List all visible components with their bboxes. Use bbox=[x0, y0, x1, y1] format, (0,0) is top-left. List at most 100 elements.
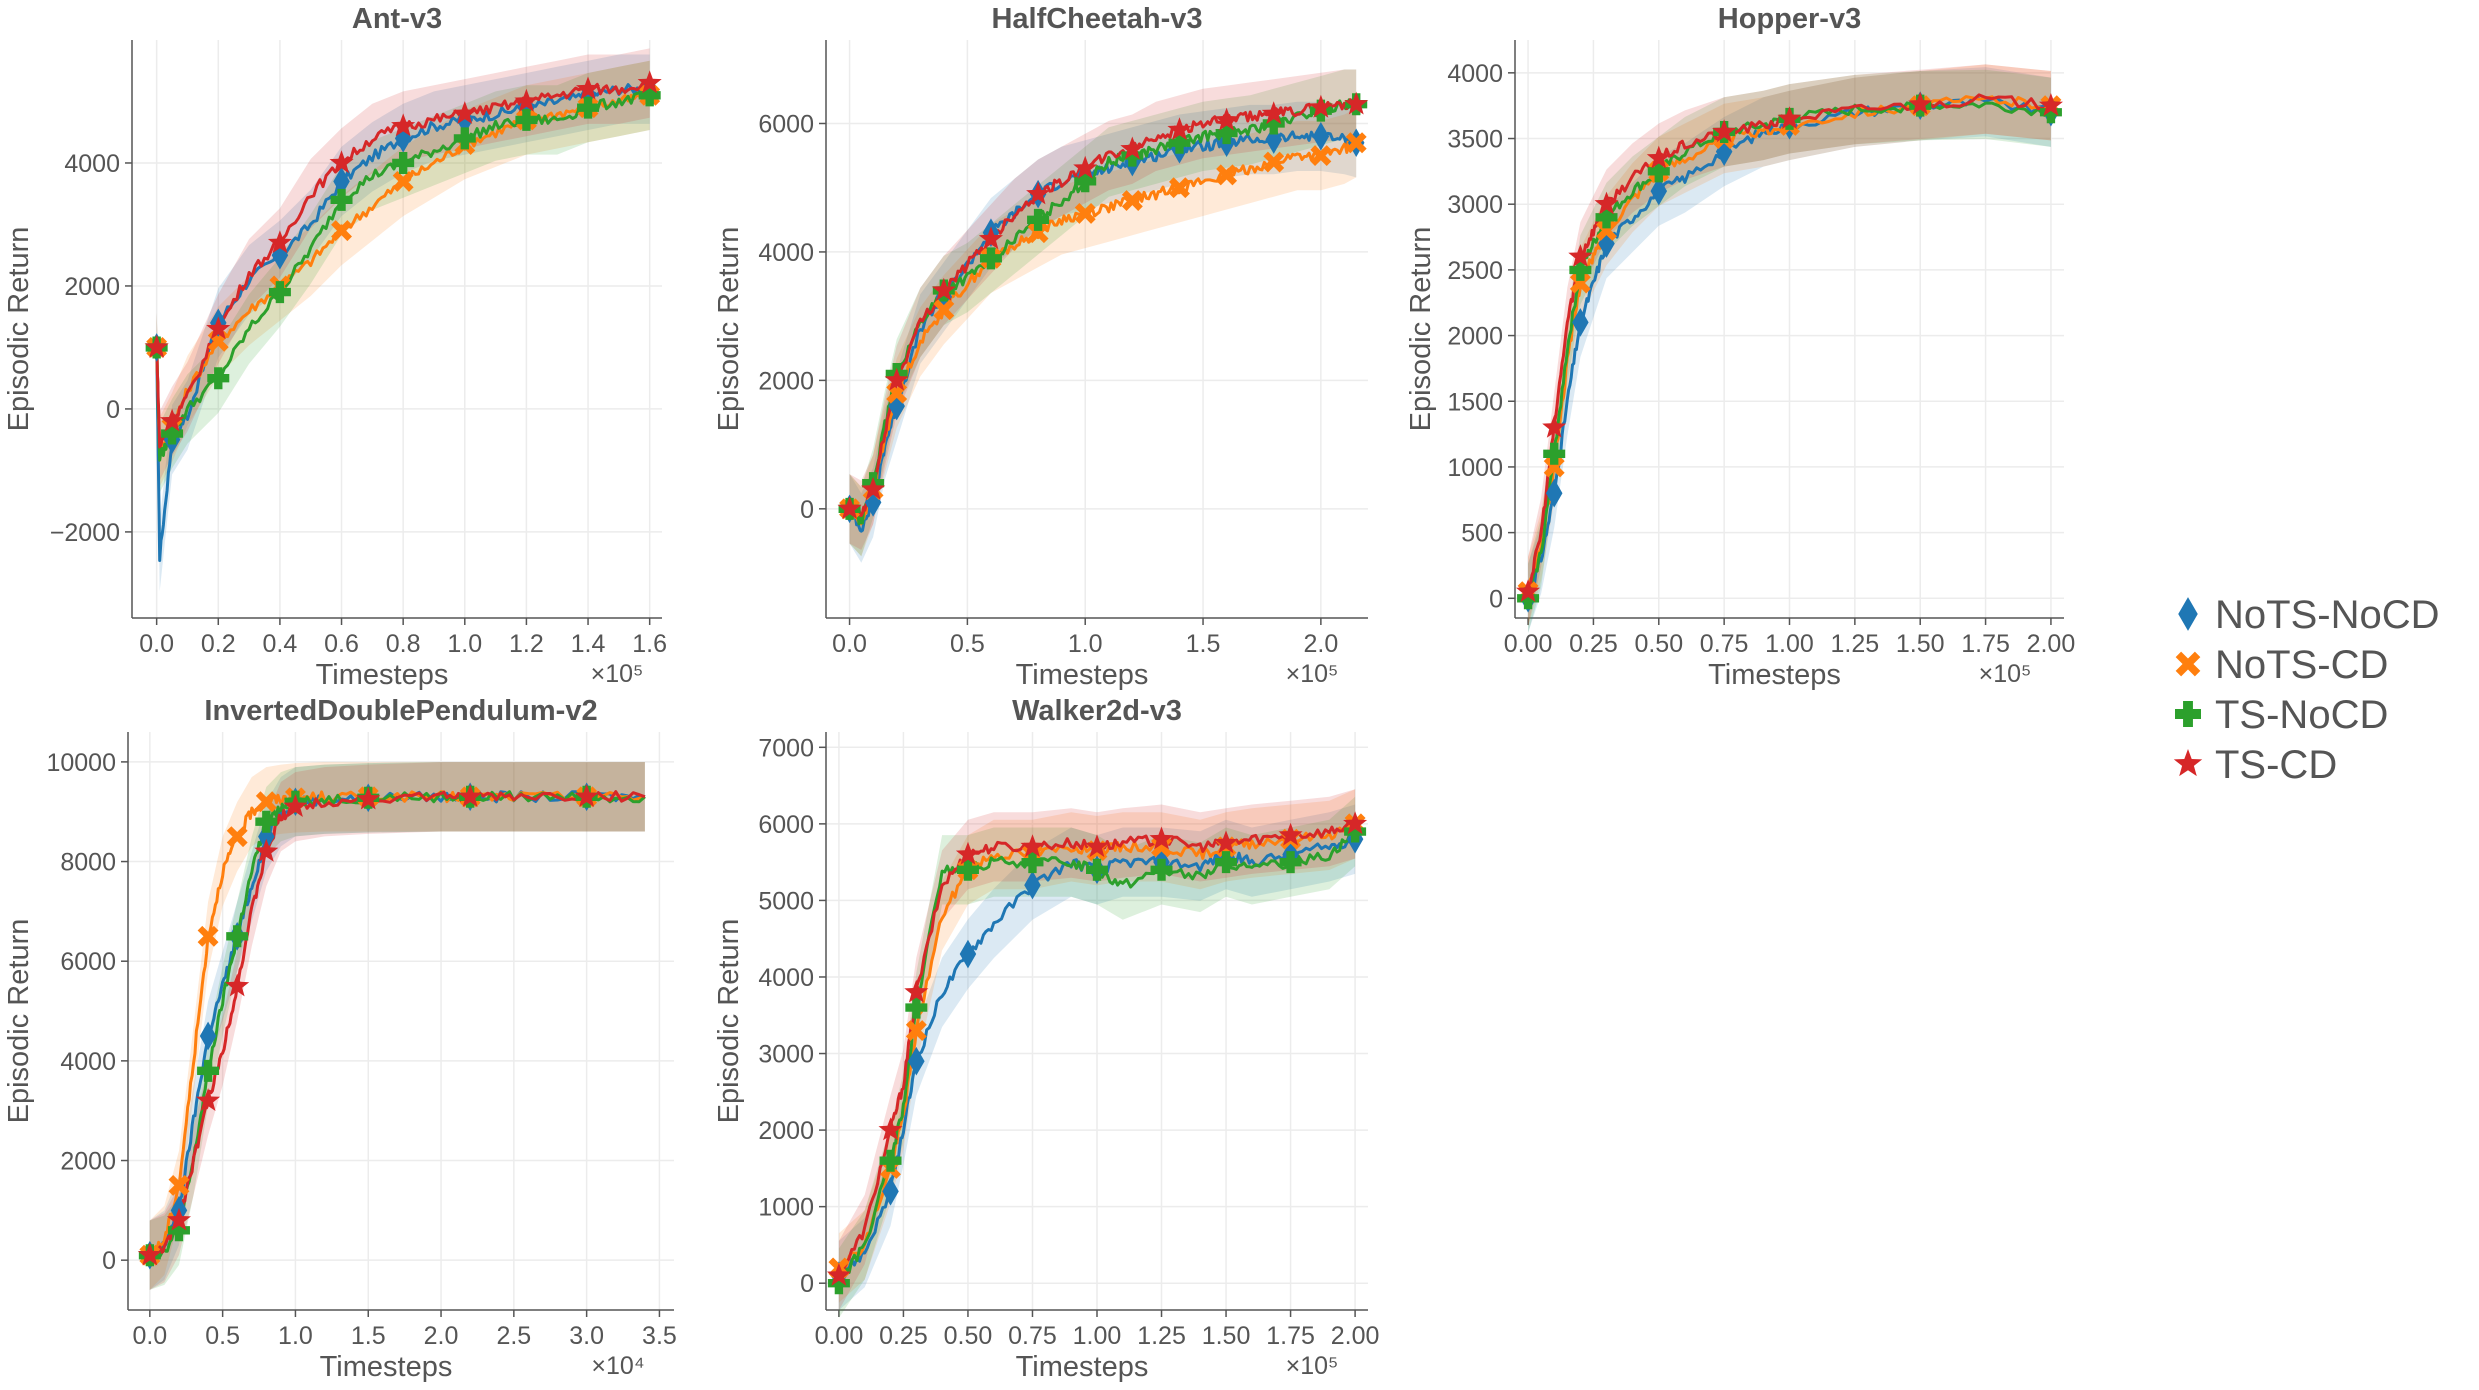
data-point-ts-cd bbox=[137, 1242, 162, 1266]
y-tick-label: 2000 bbox=[64, 273, 120, 301]
data-point-nots-nocd bbox=[1312, 122, 1330, 151]
data-point-ts-nocd bbox=[1647, 160, 1670, 183]
data-point-ts-cd bbox=[1646, 145, 1671, 169]
y-tick-label: 4000 bbox=[758, 964, 814, 992]
data-point-ts-nocd bbox=[167, 1219, 190, 1242]
legend-marker-ts-nocd bbox=[2175, 701, 2201, 727]
data-point-nots-cd bbox=[1543, 456, 1565, 478]
data-point-nots-cd bbox=[1216, 164, 1238, 186]
data-point-ts-cd bbox=[1568, 244, 1593, 267]
y-tick-label: 0 bbox=[1489, 585, 1503, 613]
y-tick-label: 1000 bbox=[1447, 454, 1503, 482]
data-point-ts-cd bbox=[884, 367, 909, 391]
series-line-ts-nocd bbox=[155, 91, 651, 462]
data-point-ts-nocd bbox=[268, 281, 291, 304]
legend-label: NoTS-CD bbox=[2215, 643, 2388, 687]
data-point-ts-cd bbox=[283, 794, 308, 817]
x-tick-label: 1.4 bbox=[571, 630, 606, 658]
legend: NoTS-NoCD NoTS-CD TS-NoCD TS-CD bbox=[2173, 593, 2439, 787]
x-tick-label: 0.50 bbox=[1634, 630, 1683, 658]
series-line-ts-cd bbox=[837, 818, 1357, 1277]
y-tick-label: 4000 bbox=[758, 239, 814, 267]
x-tick-label: 1.75 bbox=[1266, 1322, 1315, 1350]
series-band-ts-cd bbox=[149, 762, 645, 1290]
y-tick-label: 5000 bbox=[758, 887, 814, 915]
data-point-ts-cd bbox=[225, 973, 250, 997]
data-point-ts-cd bbox=[1308, 94, 1333, 118]
data-point-ts-cd bbox=[2038, 93, 2063, 116]
y-tick-label: 2000 bbox=[60, 1148, 116, 1176]
data-point-nots-nocd bbox=[1024, 870, 1041, 900]
series-band-nots-nocd bbox=[1528, 67, 2051, 634]
y-tick-label: 6000 bbox=[60, 948, 116, 976]
x-axis-exponent: ×10⁵ bbox=[1979, 660, 2032, 688]
x-tick-label: 1.50 bbox=[1202, 1322, 1251, 1350]
y-tick-label: 7000 bbox=[758, 734, 814, 762]
panel-walker2d-v3: 0.00 0.25 0.50 0.75 1.00 1.25 1.50 1.75 2.00 0 100… bbox=[713, 695, 1379, 1383]
y-tick-label: 3000 bbox=[1447, 191, 1503, 219]
y-tick-label: 6000 bbox=[758, 811, 814, 839]
x-tick-label: 0.75 bbox=[1700, 630, 1749, 658]
x-tick-label: 1.25 bbox=[1831, 630, 1880, 658]
data-point-nots-cd bbox=[255, 791, 277, 813]
x-tick-label: 0.00 bbox=[815, 1322, 864, 1350]
x-tick-label: 0.4 bbox=[263, 630, 298, 658]
x-tick-label: 0.75 bbox=[1008, 1322, 1057, 1350]
data-point-ts-nocd bbox=[1543, 442, 1566, 465]
series-band-ts-cd bbox=[1528, 64, 2051, 627]
x-tick-label: 3.5 bbox=[642, 1322, 677, 1350]
series-band-nots-nocd bbox=[849, 101, 1357, 563]
data-point-ts-nocd bbox=[1215, 851, 1238, 874]
series-band-ts-cd bbox=[838, 789, 1356, 1311]
y-tick-label: 4000 bbox=[1447, 60, 1503, 88]
x-axis-exponent: ×10⁵ bbox=[591, 660, 644, 688]
data-point-nots-cd bbox=[1121, 190, 1143, 212]
x-tick-label: 1.50 bbox=[1896, 630, 1945, 658]
data-point-ts-cd bbox=[1085, 834, 1109, 858]
data-point-nots-cd bbox=[1310, 145, 1332, 167]
data-point-ts-nocd bbox=[1027, 208, 1050, 231]
data-point-nots-cd bbox=[168, 1174, 190, 1196]
data-point-ts-nocd bbox=[1215, 122, 1238, 145]
y-tick-label: 4000 bbox=[64, 150, 120, 178]
x-tick-label: 1.0 bbox=[1068, 630, 1103, 658]
y-tick-label: 2000 bbox=[1447, 323, 1503, 351]
data-point-nots-cd bbox=[331, 220, 352, 242]
data-point-ts-cd bbox=[1261, 101, 1286, 125]
data-point-ts-cd bbox=[1343, 811, 1368, 835]
data-point-ts-nocd bbox=[226, 925, 249, 948]
x-tick-label: 2.5 bbox=[496, 1322, 531, 1350]
legend-label: TS-NoCD bbox=[2215, 693, 2388, 737]
data-point-ts-cd bbox=[514, 88, 539, 112]
data-point-ts-cd bbox=[206, 316, 231, 340]
x-tick-label: 0.0 bbox=[139, 630, 174, 658]
data-point-ts-nocd bbox=[2039, 101, 2062, 124]
data-point-ts-nocd bbox=[197, 1059, 220, 1082]
data-point-ts-cd bbox=[637, 70, 662, 94]
data-point-ts-nocd bbox=[1086, 858, 1108, 881]
series-line-nots-nocd bbox=[155, 83, 650, 562]
x-axis-exponent: ×10⁵ bbox=[1286, 1352, 1339, 1380]
x-axis-exponent: ×10⁴ bbox=[591, 1352, 644, 1380]
data-point-ts-nocd bbox=[1569, 258, 1592, 281]
data-point-ts-cd bbox=[576, 76, 601, 100]
panel-title: Walker2d-v3 bbox=[1012, 695, 1182, 727]
data-point-nots-nocd bbox=[271, 240, 289, 270]
data-point-ts-cd bbox=[1120, 136, 1145, 160]
legend-marker-nots-cd bbox=[2175, 651, 2201, 677]
data-point-ts-nocd bbox=[207, 367, 230, 390]
data-point-ts-cd bbox=[458, 784, 483, 807]
data-point-nots-cd bbox=[933, 299, 955, 321]
series-line-ts-cd bbox=[155, 80, 652, 449]
data-point-ts-nocd bbox=[1517, 587, 1540, 610]
data-point-ts-cd bbox=[166, 1207, 191, 1231]
data-point-ts-cd bbox=[267, 230, 292, 254]
data-point-ts-nocd bbox=[638, 84, 661, 107]
x-tick-label: 0.8 bbox=[386, 630, 421, 658]
x-axis-label: Timesteps bbox=[316, 659, 449, 691]
data-point-ts-cd bbox=[978, 226, 1003, 250]
y-tick-label: 10000 bbox=[46, 749, 116, 777]
data-point-nots-cd bbox=[1027, 222, 1049, 244]
data-point-nots-cd bbox=[392, 170, 414, 192]
